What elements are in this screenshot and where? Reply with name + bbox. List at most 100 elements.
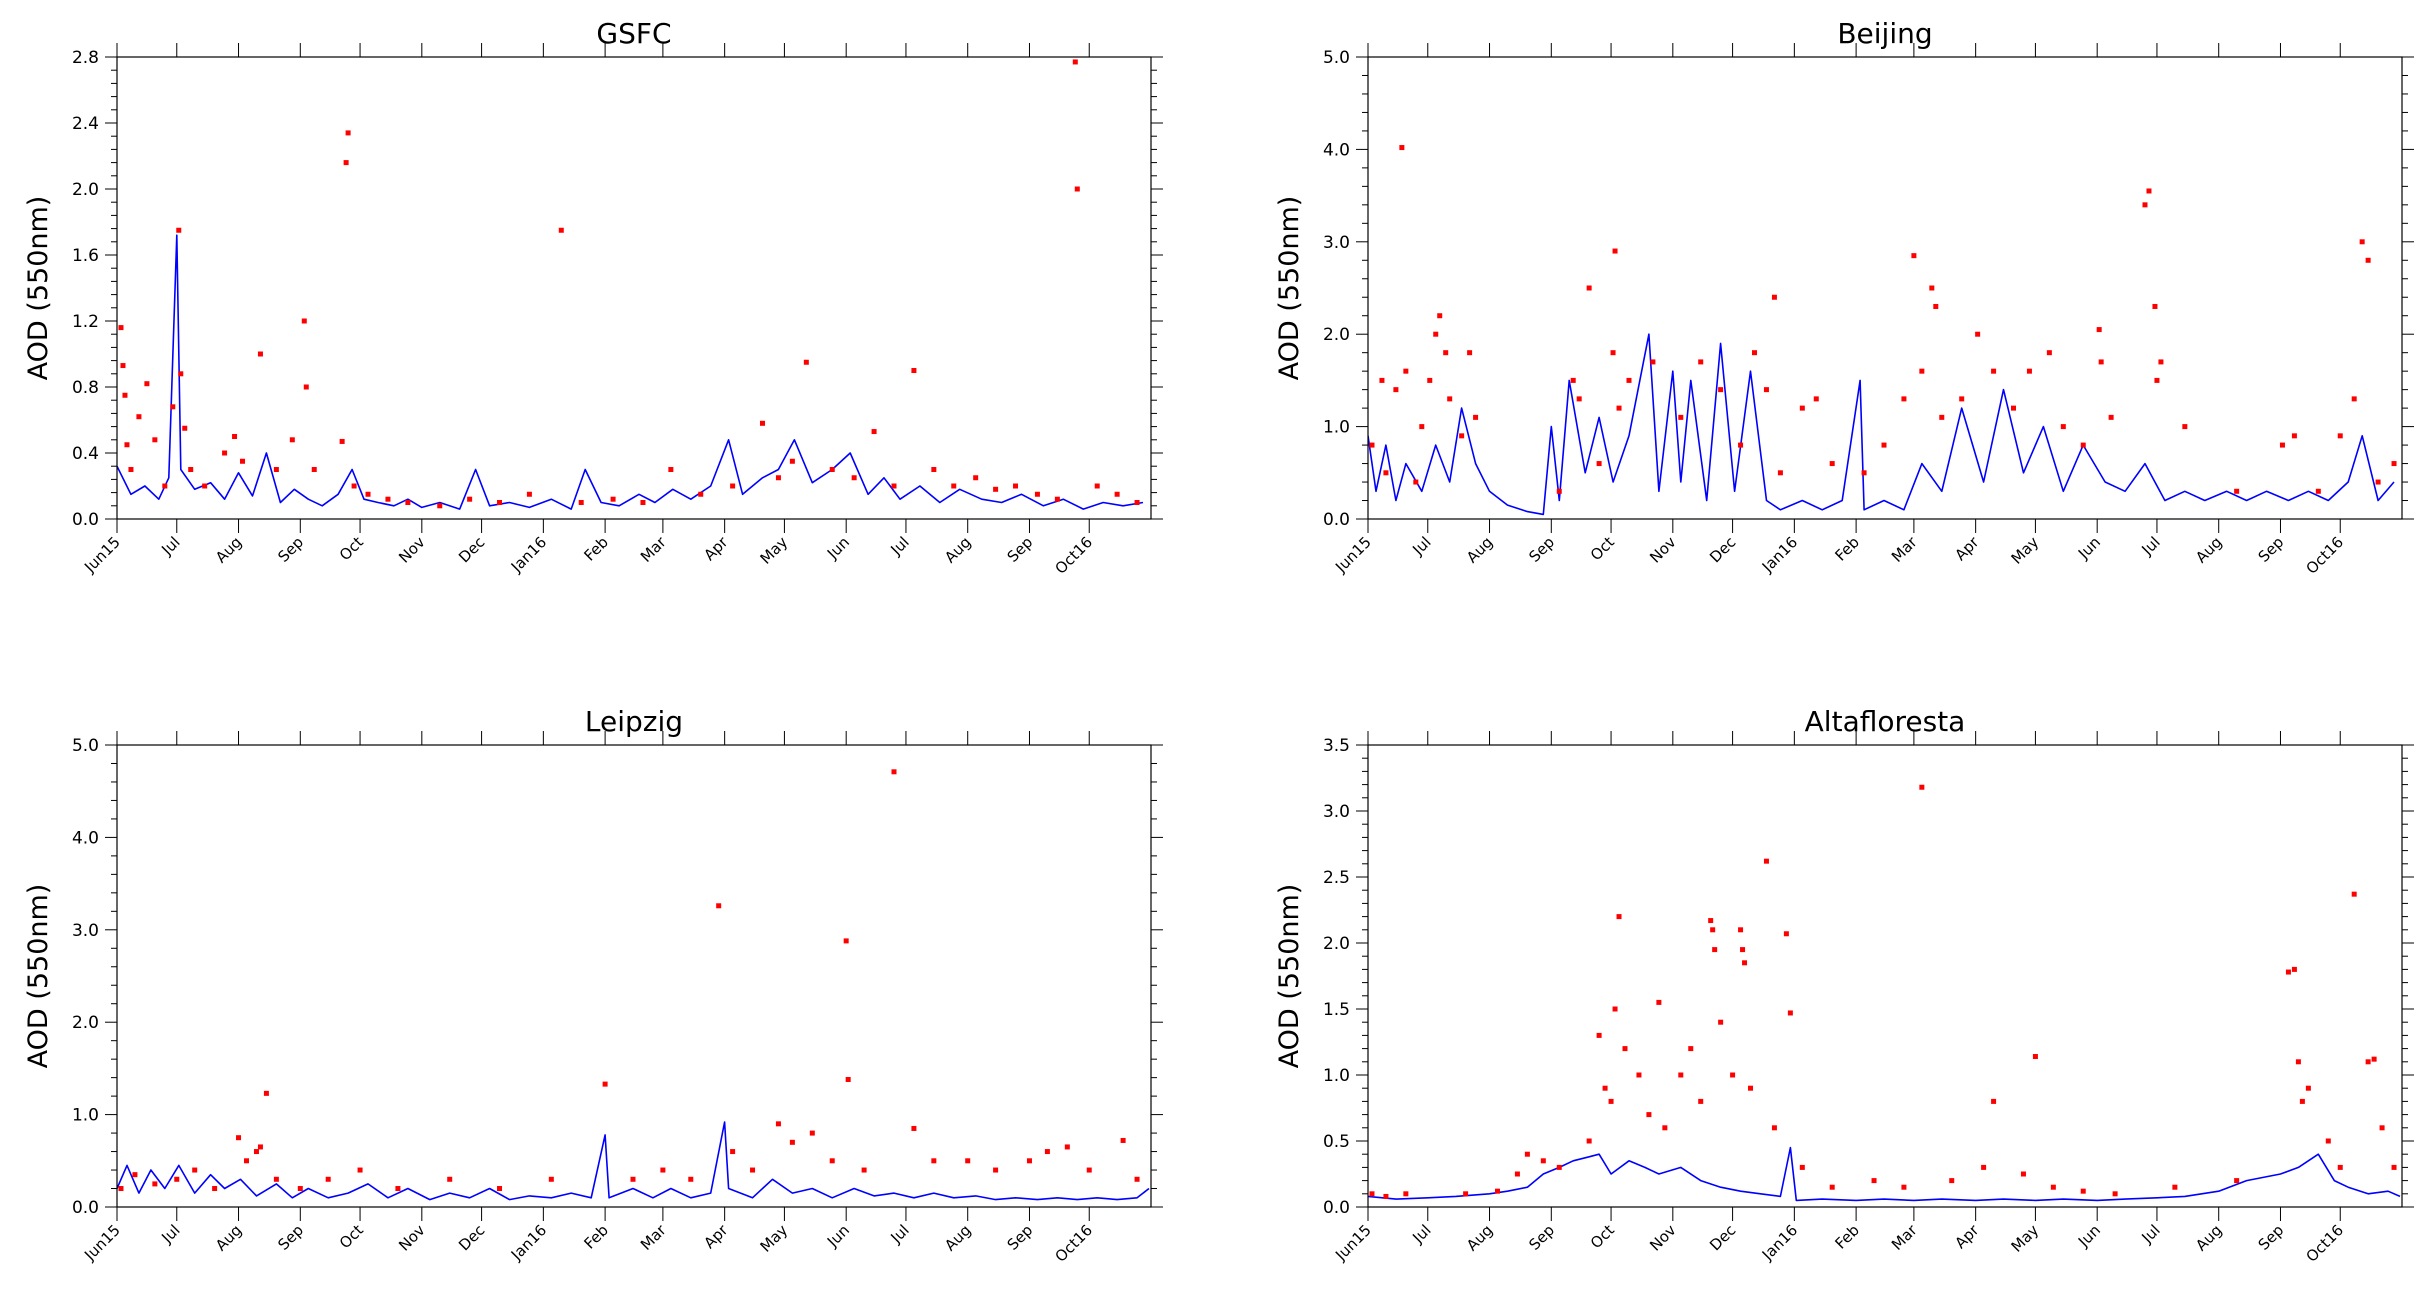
- observed-aod-point: [120, 363, 126, 369]
- observed-aod-point: [1991, 1098, 1997, 1104]
- observed-aod-point: [2152, 303, 2158, 309]
- observed-aod-point: [1120, 1137, 1126, 1143]
- x-tick-label: Mar: [1888, 533, 1921, 566]
- x-tick-label: Jun: [2074, 1221, 2104, 1251]
- x-tick-label: Sep: [1004, 1221, 1037, 1254]
- observed-aod-point: [1556, 488, 1562, 494]
- observed-aod-point: [2172, 1184, 2178, 1190]
- observed-aod-point: [343, 160, 349, 166]
- observed-aod-point: [1134, 1176, 1140, 1182]
- observed-aod-point: [152, 1181, 158, 1187]
- observed-aod-point: [118, 325, 124, 331]
- y-tick-label: 2.0: [1323, 934, 1350, 954]
- observed-aod-point: [809, 1130, 815, 1136]
- plot-frame: [116, 744, 1152, 1208]
- observed-aod-point: [1459, 433, 1465, 439]
- observed-aod-point: [1514, 1171, 1520, 1177]
- observed-aod-point: [1094, 483, 1100, 489]
- observed-aod-point: [931, 467, 937, 472]
- observed-aod-point: [118, 1186, 124, 1192]
- x-tick-label: Feb: [1831, 1221, 1863, 1253]
- x-tick-label: Feb: [580, 1221, 612, 1253]
- observed-aod-point: [178, 371, 184, 377]
- observed-aod-point: [1738, 442, 1744, 448]
- observed-aod-point: [182, 425, 188, 431]
- observed-aod-point: [1494, 1188, 1500, 1194]
- x-tick-label: Aug: [941, 533, 974, 566]
- x-tick-label: Aug: [212, 533, 245, 566]
- observed-aod-point: [2315, 488, 2321, 494]
- observed-aod-point: [2080, 442, 2086, 448]
- observed-aod-point: [1742, 960, 1748, 966]
- observed-aod-point: [2325, 1138, 2331, 1144]
- x-tick-label: Aug: [212, 1221, 245, 1254]
- observed-aod-point: [1383, 470, 1389, 476]
- x-tick-label: Jan16: [1758, 533, 1801, 576]
- observed-aod-point: [263, 1090, 269, 1096]
- observed-aod-point: [1473, 414, 1479, 420]
- y-tick-label: 1.5: [1323, 1000, 1350, 1020]
- observed-aod-point: [1379, 377, 1385, 383]
- observed-aod-point: [497, 500, 503, 505]
- observed-aod-point: [1771, 1125, 1777, 1131]
- observed-aod-point: [871, 429, 877, 435]
- observed-aod-point: [1646, 1112, 1652, 1118]
- observed-aod-point: [911, 368, 917, 373]
- observed-aod-point: [660, 1167, 666, 1173]
- plot-frame: [116, 56, 1152, 520]
- observed-aod-point: [351, 483, 357, 489]
- observed-aod-point: [2154, 377, 2160, 383]
- x-tick-label: May: [757, 533, 792, 568]
- x-tick-label: Apr: [1951, 533, 1983, 565]
- observed-aod-point: [668, 467, 674, 472]
- observed-aod-point: [730, 483, 736, 489]
- observed-aod-point: [1949, 1178, 1955, 1184]
- observed-aod-point: [1933, 303, 1939, 309]
- observed-aod-point: [2291, 966, 2297, 972]
- observed-aod-point: [2391, 1164, 2397, 1170]
- observed-aod-point: [1698, 359, 1704, 365]
- y-tick-label: 0.0: [1323, 1198, 1350, 1218]
- observed-aod-point: [1650, 359, 1656, 365]
- observed-aod-point: [257, 1144, 263, 1150]
- observed-aod-point: [1787, 1010, 1793, 1016]
- observed-aod-point: [2299, 1098, 2305, 1104]
- observed-aod-point: [1399, 145, 1405, 151]
- x-tick-label: Apr: [700, 1221, 732, 1253]
- observed-aod-point: [845, 1076, 851, 1082]
- observed-aod-point: [2080, 1188, 2086, 1194]
- observed-aod-point: [688, 1176, 694, 1182]
- observed-aod-point: [273, 1176, 279, 1182]
- observed-aod-point: [911, 1125, 917, 1131]
- y-tick-label: 0.8: [72, 378, 99, 398]
- observed-aod-point: [558, 227, 564, 233]
- observed-aod-point: [2351, 396, 2357, 402]
- y-axis-label: AOD (550nm): [1274, 196, 1305, 381]
- observed-aod-point: [1383, 1193, 1389, 1199]
- observed-aod-point: [1403, 1191, 1409, 1197]
- x-tick-label: Nov: [395, 1221, 429, 1255]
- observed-aod-point: [1939, 414, 1945, 420]
- observed-aod-point: [1771, 294, 1777, 300]
- observed-aod-point: [1114, 491, 1120, 497]
- observed-aod-point: [385, 496, 391, 502]
- x-tick-label: Oct16: [2302, 1221, 2347, 1266]
- observed-aod-point: [1540, 1158, 1546, 1164]
- x-tick-label: Aug: [2192, 1221, 2225, 1254]
- x-tick-label: Jul: [887, 533, 913, 559]
- observed-aod-point: [345, 130, 351, 136]
- x-tick-label: Nov: [1646, 533, 1680, 567]
- model-aod-line: [117, 1121, 1150, 1201]
- observed-aod-point: [152, 437, 158, 443]
- observed-aod-point: [1626, 377, 1632, 383]
- x-tick-label: Oct: [336, 1221, 367, 1252]
- observed-aod-point: [124, 442, 130, 448]
- x-tick-label: Oct16: [1051, 1221, 1096, 1266]
- x-tick-label: Dec: [455, 533, 488, 566]
- observed-aod-point: [843, 938, 849, 944]
- x-tick-label: May: [757, 1221, 792, 1256]
- observed-aod-point: [395, 1186, 401, 1192]
- observed-aod-point: [750, 1167, 756, 1173]
- y-tick-label: 1.0: [1323, 418, 1350, 438]
